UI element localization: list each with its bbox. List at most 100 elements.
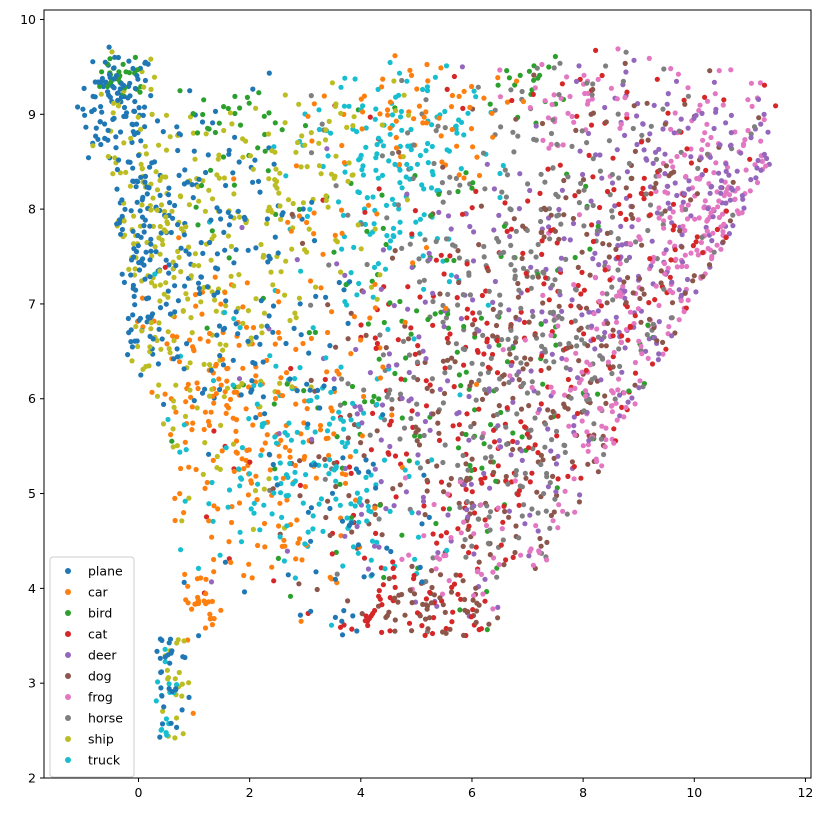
point-cat (557, 162, 563, 168)
point-bird (376, 356, 382, 362)
point-bird (399, 532, 405, 538)
point-dog (440, 358, 446, 364)
point-cat (500, 519, 506, 525)
point-bird (244, 94, 250, 100)
point-plane (199, 119, 206, 125)
point-bird (296, 206, 302, 212)
point-car (168, 432, 174, 438)
point-plane (130, 65, 136, 72)
point-bird (414, 308, 420, 314)
point-car (248, 478, 254, 484)
point-bird (201, 97, 207, 103)
point-horse (487, 509, 494, 515)
point-car (299, 557, 305, 563)
point-deer (481, 470, 487, 476)
point-truck (183, 447, 189, 453)
point-cat (590, 238, 597, 245)
point-ship (338, 110, 344, 116)
point-horse (376, 516, 382, 522)
point-plane (419, 579, 425, 585)
point-deer (741, 205, 747, 211)
point-dog (417, 613, 423, 619)
point-plane (147, 223, 153, 229)
point-horse (508, 87, 514, 93)
point-horse (616, 346, 622, 352)
point-car (244, 447, 250, 453)
point-frog (656, 205, 662, 211)
point-cat (681, 97, 687, 103)
point-frog (584, 429, 590, 435)
point-dog (314, 586, 320, 593)
point-frog (702, 130, 708, 136)
point-deer (441, 324, 447, 330)
point-car (199, 311, 205, 317)
point-dog (658, 280, 664, 286)
point-ship (156, 235, 162, 241)
point-dog (322, 456, 328, 462)
point-truck (385, 326, 391, 332)
point-ship (161, 208, 168, 214)
point-frog (458, 530, 464, 536)
point-ship (112, 155, 118, 161)
point-ship (179, 681, 185, 687)
point-bird (504, 68, 510, 74)
point-dog (644, 100, 650, 106)
point-horse (528, 249, 534, 255)
point-cat (450, 609, 456, 615)
point-truck (298, 268, 304, 274)
point-plane (305, 421, 311, 427)
point-deer (672, 180, 678, 186)
point-car (338, 533, 344, 539)
point-car (407, 67, 413, 73)
point-ship (302, 142, 308, 148)
point-truck (271, 144, 277, 150)
point-dog (345, 435, 351, 441)
point-plane (306, 350, 312, 356)
point-plane (105, 137, 111, 143)
point-horse (506, 346, 512, 352)
point-truck (389, 196, 395, 202)
point-horse (484, 503, 490, 509)
point-dog (639, 242, 645, 248)
point-bird (256, 90, 262, 96)
point-bird (481, 441, 487, 447)
point-frog (718, 246, 724, 252)
point-plane (85, 155, 92, 161)
point-deer (420, 348, 426, 354)
point-deer (685, 125, 691, 131)
point-cat (447, 253, 453, 259)
point-horse (549, 437, 555, 443)
point-deer (365, 566, 371, 572)
point-truck (421, 212, 427, 218)
point-dog (526, 319, 532, 325)
point-ship (333, 153, 339, 159)
point-horse (572, 318, 578, 324)
point-horse (495, 313, 501, 319)
point-deer (647, 184, 654, 190)
point-horse (609, 208, 615, 214)
point-horse (416, 256, 422, 262)
point-deer (466, 393, 472, 400)
point-deer (399, 395, 405, 401)
point-ship (223, 342, 229, 348)
point-frog (497, 94, 503, 100)
point-cat (444, 86, 450, 92)
point-ship (172, 676, 178, 682)
point-plane (165, 192, 172, 198)
point-deer (342, 272, 348, 278)
point-ship (266, 176, 272, 182)
point-car (203, 591, 209, 597)
point-bird (387, 300, 393, 306)
point-dog (531, 72, 537, 78)
point-plane (182, 654, 188, 661)
point-dog (654, 338, 660, 344)
point-ship (351, 114, 357, 120)
point-truck (360, 172, 366, 178)
point-frog (716, 214, 723, 221)
point-car (215, 506, 221, 512)
point-dog (430, 411, 436, 417)
point-deer (615, 242, 621, 249)
point-horse (326, 262, 332, 268)
point-cat (491, 439, 498, 445)
point-ship (121, 218, 127, 224)
